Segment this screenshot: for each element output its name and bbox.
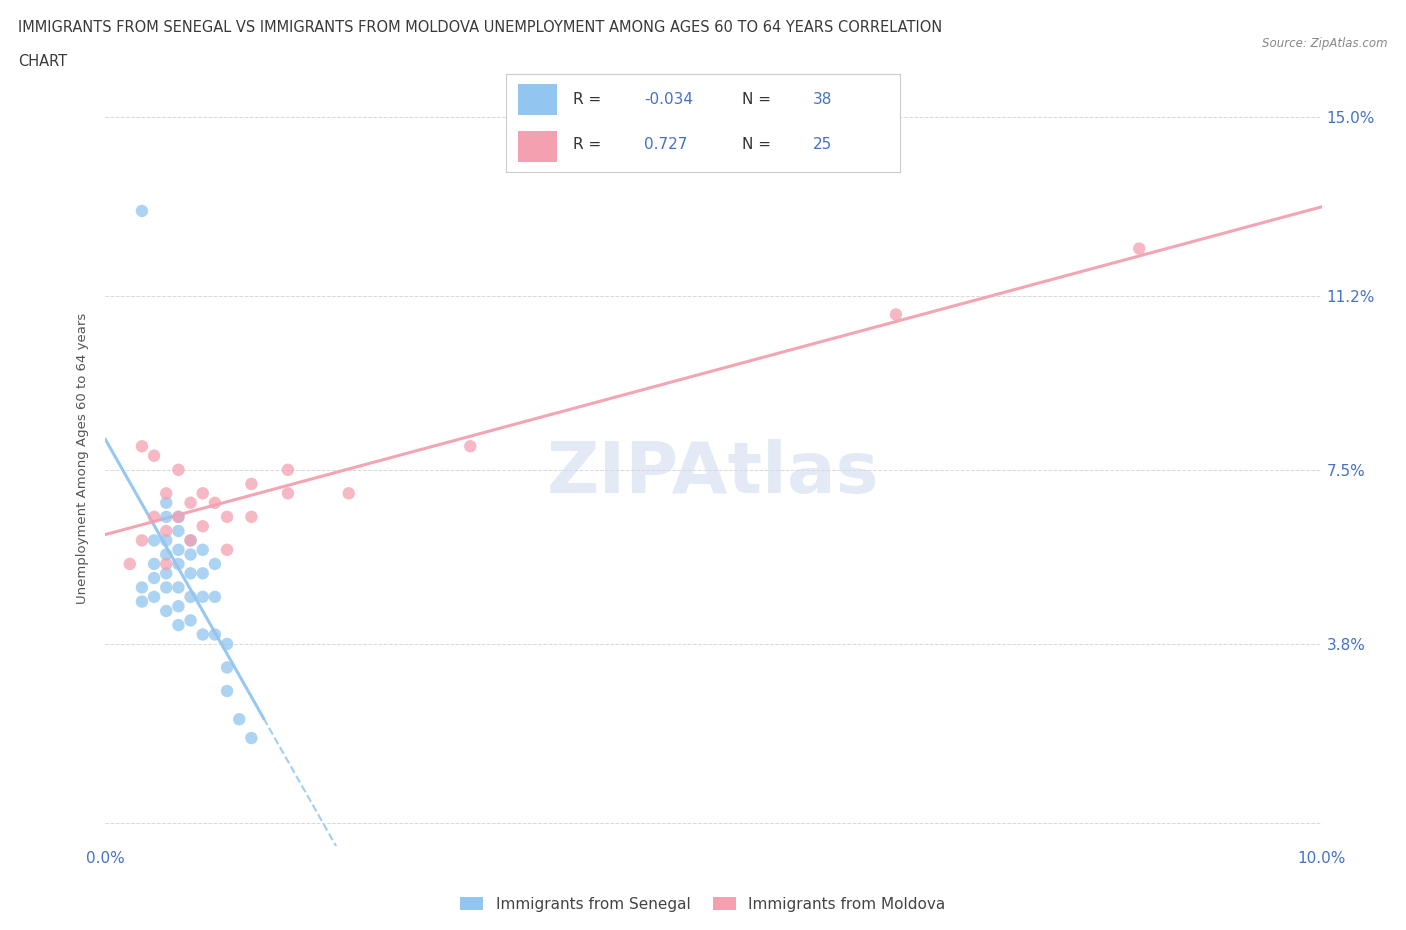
- Point: [143, 590, 166, 604]
- Point: [118, 556, 141, 571]
- Text: R =: R =: [574, 92, 606, 107]
- Point: [155, 556, 177, 571]
- Text: R =: R =: [574, 138, 606, 153]
- Point: [167, 462, 190, 477]
- Point: [167, 524, 190, 538]
- Point: [155, 604, 177, 618]
- Point: [191, 627, 214, 642]
- Point: [155, 580, 177, 595]
- Point: [180, 565, 202, 580]
- Point: [458, 439, 481, 454]
- Bar: [517, 85, 557, 115]
- Text: N =: N =: [742, 138, 776, 153]
- Point: [143, 556, 166, 571]
- Point: [277, 462, 299, 477]
- Point: [191, 485, 214, 500]
- Point: [131, 594, 153, 609]
- Point: [155, 496, 177, 511]
- Point: [167, 618, 190, 632]
- Y-axis label: Unemployment Among Ages 60 to 64 years: Unemployment Among Ages 60 to 64 years: [76, 312, 90, 604]
- Point: [131, 204, 153, 219]
- Text: Source: ZipAtlas.com: Source: ZipAtlas.com: [1263, 37, 1388, 50]
- Bar: [517, 131, 557, 163]
- Point: [131, 533, 153, 548]
- Text: 38: 38: [813, 92, 832, 107]
- Point: [240, 476, 263, 491]
- Point: [240, 510, 263, 525]
- Point: [204, 590, 226, 604]
- Point: [155, 547, 177, 562]
- Text: -0.034: -0.034: [644, 92, 693, 107]
- Text: ZIPAtlas: ZIPAtlas: [547, 439, 880, 508]
- Point: [240, 731, 263, 746]
- Point: [191, 565, 214, 580]
- Point: [180, 547, 202, 562]
- Point: [180, 496, 202, 511]
- Point: [180, 590, 202, 604]
- Point: [204, 556, 226, 571]
- Text: CHART: CHART: [18, 54, 67, 69]
- Point: [191, 519, 214, 534]
- Point: [155, 524, 177, 538]
- Point: [167, 580, 190, 595]
- Point: [155, 485, 177, 500]
- Point: [228, 711, 250, 726]
- Point: [217, 510, 239, 525]
- Point: [217, 660, 239, 675]
- Point: [167, 510, 190, 525]
- Point: [180, 533, 202, 548]
- Point: [191, 542, 214, 557]
- Point: [167, 542, 190, 557]
- Point: [884, 307, 907, 322]
- Point: [143, 448, 166, 463]
- Text: 0.727: 0.727: [644, 138, 688, 153]
- Text: IMMIGRANTS FROM SENEGAL VS IMMIGRANTS FROM MOLDOVA UNEMPLOYMENT AMONG AGES 60 TO: IMMIGRANTS FROM SENEGAL VS IMMIGRANTS FR…: [18, 20, 942, 35]
- Point: [277, 485, 299, 500]
- Point: [217, 636, 239, 651]
- Point: [167, 556, 190, 571]
- Point: [143, 533, 166, 548]
- Point: [167, 510, 190, 525]
- Text: N =: N =: [742, 92, 776, 107]
- Point: [167, 599, 190, 614]
- Point: [155, 510, 177, 525]
- Point: [204, 496, 226, 511]
- Point: [337, 485, 360, 500]
- Point: [155, 565, 177, 580]
- Point: [143, 571, 166, 586]
- Point: [180, 613, 202, 628]
- Point: [131, 439, 153, 454]
- Point: [143, 510, 166, 525]
- Point: [180, 533, 202, 548]
- Point: [204, 627, 226, 642]
- Point: [191, 590, 214, 604]
- Point: [131, 580, 153, 595]
- Point: [217, 542, 239, 557]
- Point: [155, 533, 177, 548]
- Point: [217, 684, 239, 698]
- Legend: Immigrants from Senegal, Immigrants from Moldova: Immigrants from Senegal, Immigrants from…: [454, 890, 952, 918]
- Text: 25: 25: [813, 138, 832, 153]
- Point: [1128, 241, 1150, 256]
